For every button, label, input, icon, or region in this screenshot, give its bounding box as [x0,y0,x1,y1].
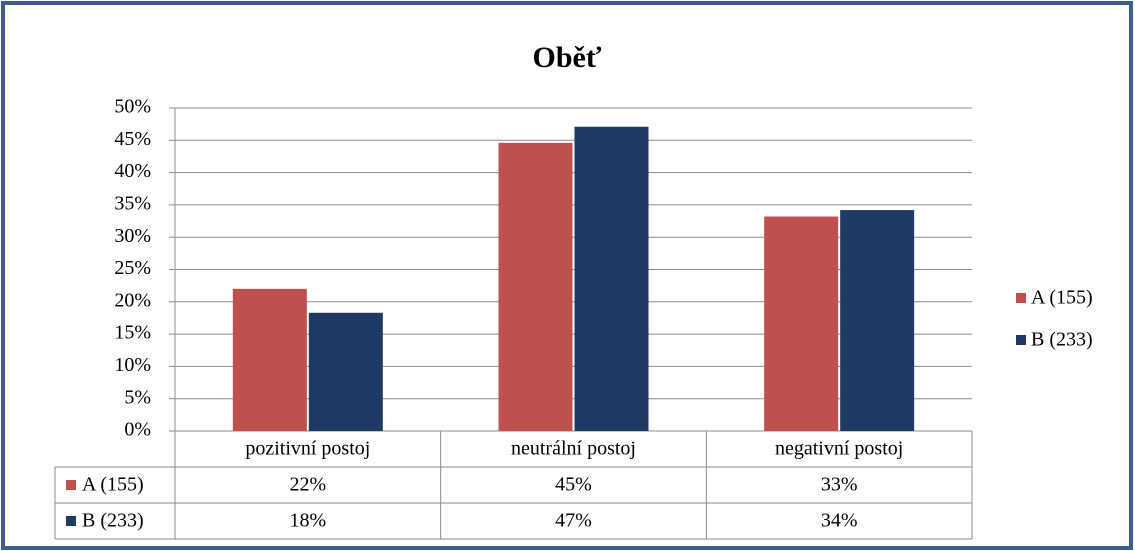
table-legend-key [66,516,76,526]
table-cell: 33% [821,474,858,496]
table-row-label: A (155) [82,474,144,496]
y-tick-label: 15% [114,322,151,344]
bar [764,216,839,431]
y-tick-label: 50% [114,96,151,118]
y-tick-label: 25% [114,257,151,279]
table-cell: 18% [289,510,326,532]
y-tick-label: 30% [114,225,151,247]
legend-key [1016,335,1026,345]
y-tick-label: 0% [124,419,151,441]
table-cell: 45% [555,474,592,496]
y-tick-label: 10% [114,354,151,376]
bar [574,126,649,431]
bar [308,312,383,431]
x-tick-label: negativní postoj [775,438,903,460]
table-cell: 22% [289,474,326,496]
bar [232,288,307,431]
y-tick-label: 35% [114,192,151,214]
bar [840,210,915,431]
legend-label: B (233) [1031,329,1093,351]
x-tick-label: pozitivní postoj [245,438,370,460]
x-tick-label: neutrální postoj [511,438,636,460]
table-row-label: B (233) [82,510,144,532]
y-tick-label: 5% [124,386,151,408]
chart-title: Oběť [533,41,602,74]
y-tick-label: 20% [114,289,151,311]
table-cell: 47% [555,510,592,532]
legend-key [1016,293,1026,303]
y-tick-label: 40% [114,160,151,182]
table-legend-key [66,480,76,490]
bar [498,142,573,431]
legend-label: A (155) [1031,287,1093,309]
y-tick-label: 45% [114,128,151,150]
table-cell: 34% [821,510,858,532]
